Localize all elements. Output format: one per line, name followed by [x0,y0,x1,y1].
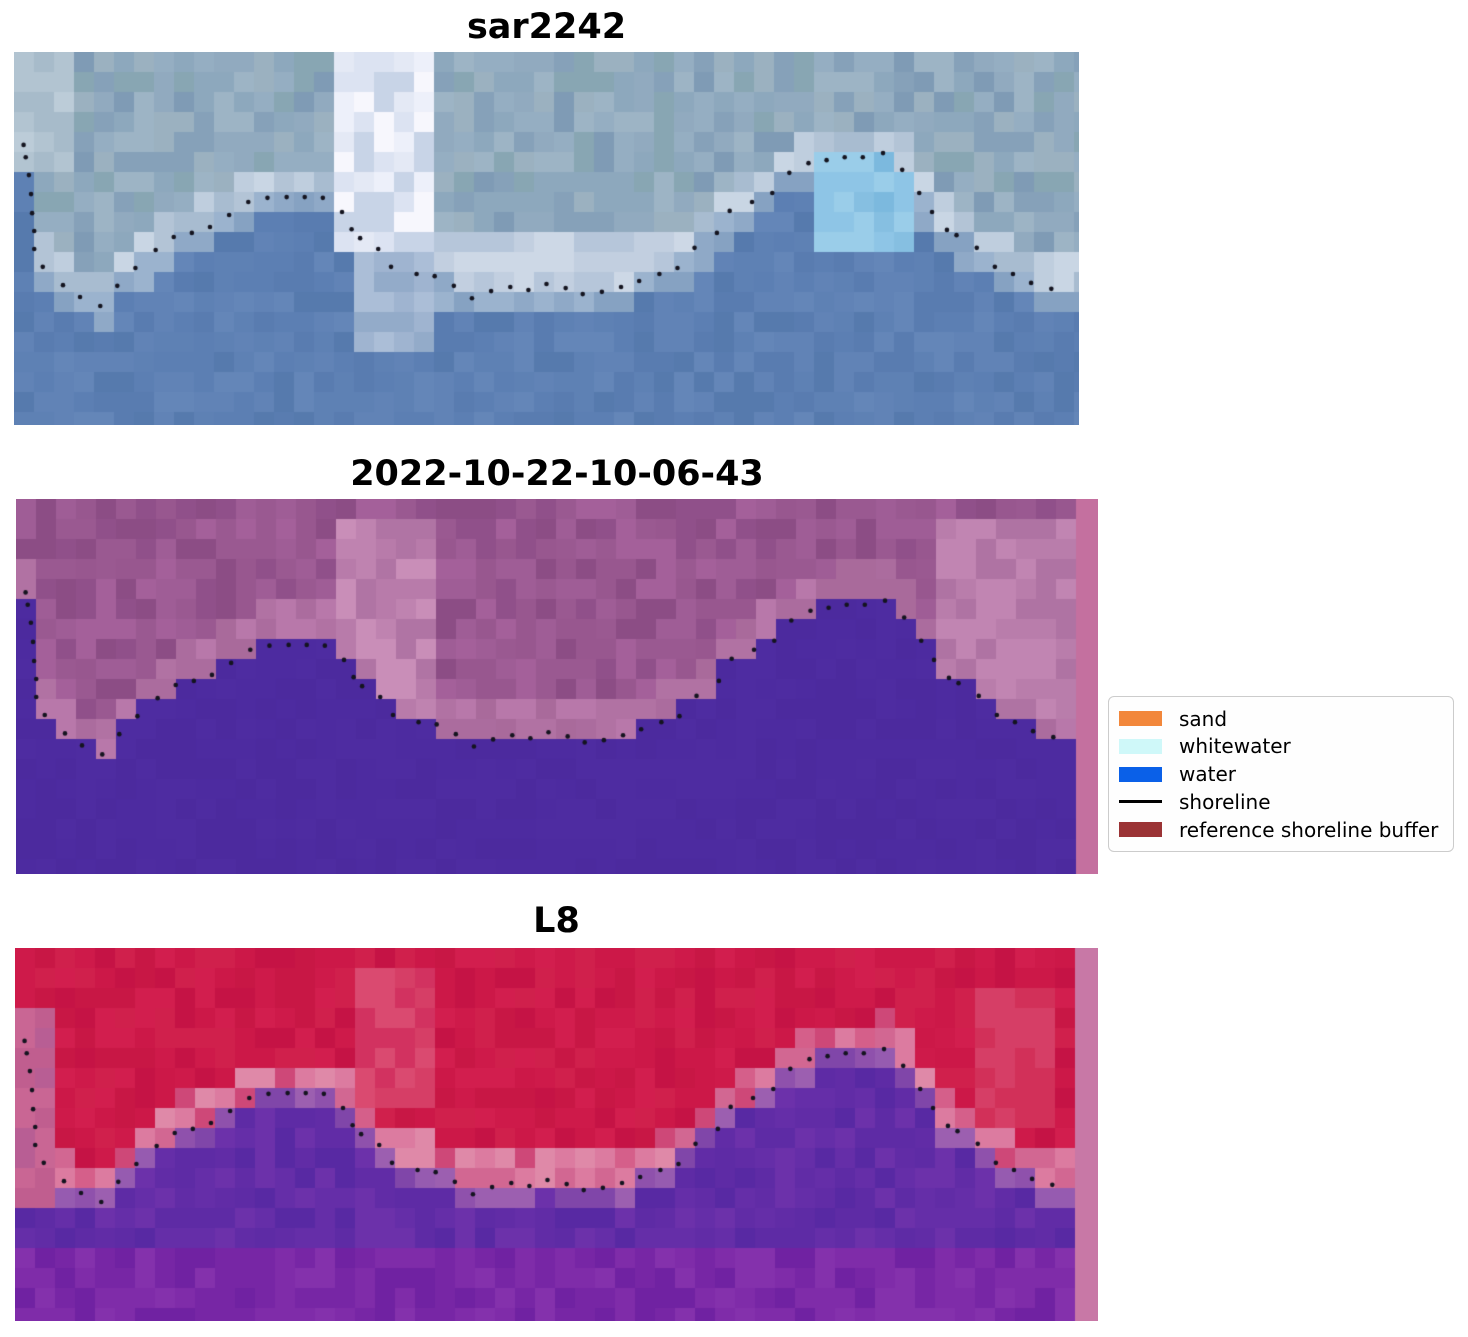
panel-title-l8: L8 [533,901,580,941]
water-swatch [1119,766,1162,782]
sand-swatch [1119,711,1162,726]
legend-label-water: water [1179,762,1236,786]
legend: sand whitewater water shoreline referenc… [1108,696,1454,852]
legend-label-sand: sand [1179,706,1228,731]
panel-title-sar2242: sar2242 [466,7,627,47]
legend-label-reference-buffer: reference shoreline buffer [1179,817,1439,842]
legend-label-shoreline: shoreline [1179,789,1271,814]
legend-item-shoreline: shoreline [1119,788,1443,815]
legend-item-water: water [1119,761,1443,788]
legend-item-reference-buffer: reference shoreline buffer [1119,816,1443,843]
classified-image-panel [16,499,1098,874]
legend-label-whitewater: whitewater [1179,734,1291,759]
shoreline-line-swatch [1119,800,1162,804]
legend-item-sand: sand [1119,705,1443,732]
l8-image-panel [15,948,1098,1321]
whitewater-swatch [1119,738,1162,754]
legend-item-whitewater: whitewater [1119,733,1443,760]
panel-title-classified-date: 2022-10-22-10-06-43 [350,454,764,494]
sar2242-image-panel [14,52,1079,425]
reference-buffer-swatch [1119,822,1162,837]
